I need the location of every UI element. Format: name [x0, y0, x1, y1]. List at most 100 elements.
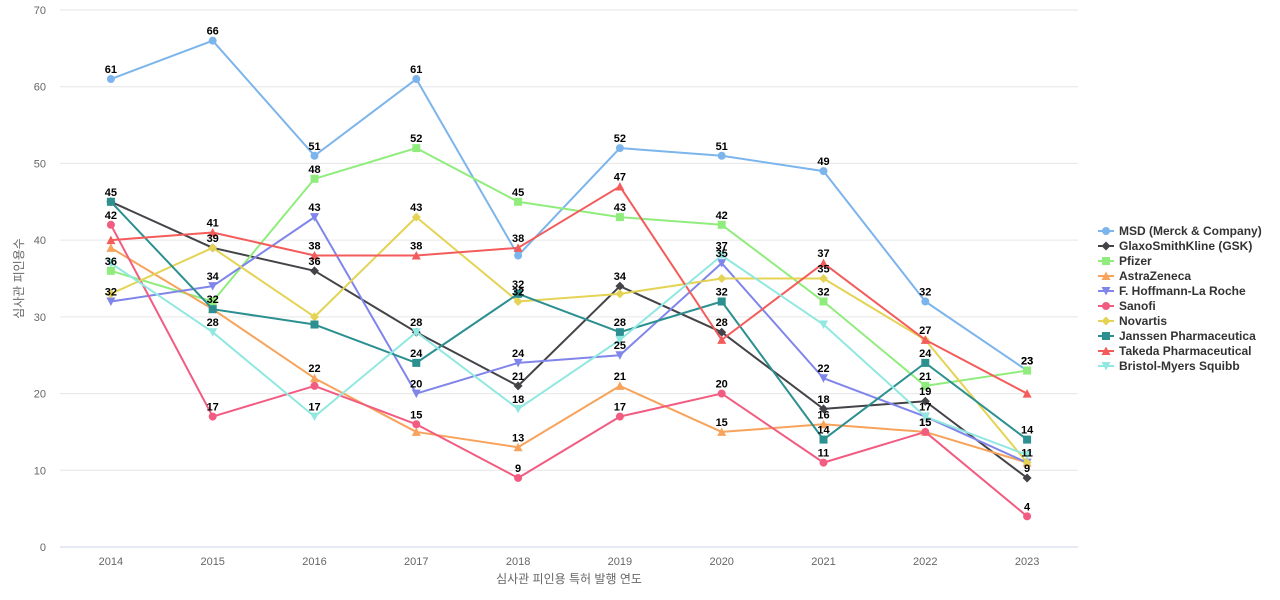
y-axis-ticks: 0 10 20 30 40 50 60 70	[34, 5, 46, 554]
series-lines	[106, 36, 1032, 521]
legend-item[interactable]: MSD (Merck & Company)	[1098, 224, 1262, 238]
data-point	[310, 250, 319, 260]
data-point	[921, 297, 930, 306]
legend-item[interactable]: Takeda Pharmaceutical	[1098, 344, 1252, 358]
data-label: 20	[716, 379, 728, 391]
x-tick-label: 2016	[302, 556, 326, 568]
data-point	[208, 243, 218, 253]
legend-label: Pfizer	[1119, 254, 1152, 268]
data-label: 34	[614, 271, 627, 283]
data-point	[412, 358, 421, 367]
x-tick-label: 2015	[200, 556, 224, 568]
data-point	[819, 258, 828, 268]
x-tick-label: 2019	[608, 556, 632, 568]
series-2	[106, 144, 1032, 390]
data-point	[411, 389, 421, 399]
legend-item[interactable]: Novartis	[1098, 314, 1167, 328]
data-point	[310, 151, 319, 160]
data-label: 32	[716, 287, 728, 299]
data-point	[513, 442, 523, 452]
data-point	[310, 213, 319, 222]
series-0	[106, 36, 1032, 375]
data-label: 24	[919, 348, 932, 360]
data-point	[819, 404, 828, 414]
legend-marker	[1101, 346, 1111, 355]
data-label: 18	[512, 394, 524, 406]
data-label: 32	[817, 287, 829, 299]
legend-item[interactable]: AstraZeneca	[1098, 269, 1191, 283]
data-label: 15	[716, 417, 728, 429]
data-point	[717, 251, 727, 260]
data-label: 43	[308, 202, 320, 214]
legend-label: Janssen Pharmaceutica	[1119, 329, 1256, 343]
data-label: 51	[716, 141, 728, 153]
series-5	[106, 220, 1032, 521]
data-label: 34	[207, 271, 220, 283]
y-tick-label: 50	[34, 158, 46, 170]
x-axis-ticks: 2014 2015 2016 2017 2018 2019 2020 2021 2022 2023	[99, 556, 1040, 568]
data-point	[208, 328, 218, 337]
data-label: 23	[1021, 356, 1033, 368]
data-point	[310, 266, 319, 276]
legend-label: Novartis	[1119, 314, 1167, 328]
data-label: 47	[614, 171, 626, 183]
series-9	[106, 251, 1032, 460]
x-tick-label: 2017	[404, 556, 428, 568]
legend-item[interactable]: GlaxoSmithKline (GSK)	[1098, 239, 1252, 253]
data-label: 4	[1024, 501, 1031, 513]
data-point	[208, 36, 217, 45]
data-label: 36	[308, 256, 320, 268]
legend-item[interactable]: Sanofi	[1098, 299, 1156, 313]
data-point	[615, 144, 624, 153]
data-label: 48	[308, 164, 320, 176]
data-point	[514, 473, 523, 482]
data-label: 19	[919, 386, 931, 398]
y-axis-title: 심사관 피인용수	[12, 238, 26, 319]
data-point	[717, 297, 726, 306]
data-point	[921, 427, 930, 436]
data-label: 17	[919, 402, 931, 414]
y-tick-label: 0	[40, 542, 46, 554]
data-label: 21	[512, 371, 524, 383]
data-point	[514, 197, 523, 206]
legend-marker	[1102, 302, 1110, 310]
data-point	[208, 227, 218, 237]
data-label: 11	[818, 448, 830, 460]
data-point	[513, 297, 523, 307]
data-point	[310, 312, 319, 322]
data-point	[1022, 389, 1032, 398]
data-label: 45	[512, 187, 524, 199]
data-point	[615, 213, 624, 222]
legend-item[interactable]: Janssen Pharmaceutica	[1098, 329, 1256, 343]
data-point	[1023, 435, 1032, 444]
data-label: 11	[1021, 448, 1033, 460]
data-point	[615, 289, 625, 299]
data-label: 32	[207, 294, 219, 306]
data-point	[514, 251, 523, 260]
data-point	[106, 75, 115, 84]
data-point	[819, 374, 828, 383]
data-label: 39	[207, 233, 219, 245]
data-label: 38	[308, 240, 320, 252]
legend-label: Bristol-Myers Squibb	[1119, 359, 1240, 373]
legend-item[interactable]: Pfizer	[1098, 254, 1152, 268]
data-label: 35	[716, 248, 728, 260]
legend-item[interactable]: Bristol-Myers Squibb	[1098, 359, 1240, 373]
series-7	[106, 197, 1032, 444]
data-label: 9	[1024, 463, 1030, 475]
data-label: 45	[105, 187, 117, 199]
data-point	[615, 181, 625, 191]
data-point	[615, 328, 624, 337]
data-point	[106, 289, 116, 299]
x-axis-title: 심사관 피인용 특허 발행 연도	[496, 571, 642, 586]
legend-item[interactable]: F. Hoffmann-La Roche	[1098, 284, 1246, 298]
x-tick-label: 2020	[709, 556, 733, 568]
series-line	[110, 201, 1028, 441]
data-point	[412, 144, 421, 153]
legend-marker	[1101, 241, 1111, 251]
data-point	[615, 381, 625, 390]
data-label: 28	[410, 317, 422, 329]
series-line	[110, 147, 1028, 387]
data-point	[513, 358, 523, 368]
data-label: 22	[817, 363, 829, 375]
